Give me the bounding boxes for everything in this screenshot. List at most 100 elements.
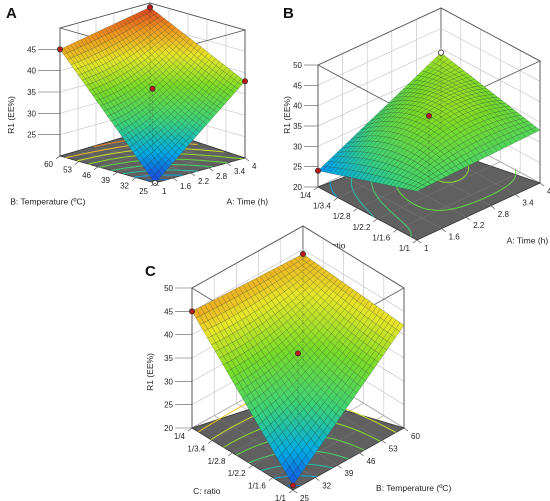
panel-b: 20 25 30 35 40 45 50 R1 (EE%) 1 1.6 2.2 2.8 3.4 4 1/1 1… (282, 5, 550, 253)
contour-line (446, 208, 455, 211)
x-tick (490, 205, 495, 210)
contour-line (332, 192, 336, 196)
contour-line (343, 441, 350, 445)
contour-line (95, 150, 101, 152)
z-tick-label: 40 (164, 331, 173, 340)
contour-line (100, 159, 106, 162)
contour-line (396, 216, 400, 220)
x-axis-title: B: Temperature (ºC) (376, 483, 451, 493)
contour-line (97, 144, 103, 147)
contour-line (374, 193, 378, 197)
contour-line (273, 476, 281, 479)
z-tick-label: 50 (293, 61, 302, 70)
x-tick (190, 172, 196, 177)
contour-line (246, 431, 253, 436)
contour-line (510, 178, 515, 184)
contour-line (219, 431, 225, 435)
design-point (241, 78, 248, 85)
contour-line (349, 443, 352, 446)
contour-line (238, 404, 244, 409)
contour-line (354, 445, 360, 449)
z-tick-label: 30 (164, 377, 173, 386)
contour-line (230, 157, 237, 159)
y-tick-label: 1/2.8 (208, 457, 226, 466)
contour-line (139, 175, 146, 177)
y-tick (353, 207, 358, 212)
contour-line (259, 457, 263, 460)
contour-line (367, 417, 374, 422)
surface-cell (412, 187, 423, 192)
contour-line (333, 438, 339, 441)
x-tick (244, 157, 250, 162)
contour-line (319, 464, 326, 467)
y-tick (313, 186, 319, 191)
contour-line (366, 209, 371, 213)
y-tick-label: 1/2.8 (333, 212, 351, 221)
contour-line (463, 204, 467, 207)
contour-line (110, 147, 114, 150)
contour-line (215, 161, 222, 163)
y-tick (93, 166, 99, 171)
y-tick-label: 1/2.2 (228, 469, 246, 478)
contour-line (376, 196, 380, 200)
contour-line (89, 156, 94, 159)
contour-line (514, 169, 517, 174)
contour-line (259, 443, 263, 446)
contour-line (232, 439, 238, 443)
contour-line (463, 174, 467, 178)
contour-line (429, 209, 437, 211)
contour-line (453, 206, 461, 210)
z-axis-title: R1 (EE%) (145, 353, 155, 391)
contour-line (104, 148, 110, 151)
x-tick (172, 177, 178, 182)
x-tick-label: 3.4 (234, 167, 246, 176)
y-tick (373, 218, 378, 223)
contour-line (108, 164, 113, 167)
z-tick-label: 25 (293, 163, 302, 172)
contour-line (380, 423, 383, 426)
contour-line (389, 210, 394, 215)
contour-line (215, 433, 220, 438)
contour-line (203, 160, 210, 162)
contour-line (214, 150, 221, 153)
contour-line (215, 417, 221, 422)
x-tick (403, 427, 409, 432)
contour-line (270, 466, 274, 469)
contour-line (488, 193, 494, 197)
x-tick (208, 167, 214, 172)
contour-line (109, 158, 115, 161)
contour-line (356, 197, 360, 202)
contour-line (81, 158, 86, 161)
x-axis-title: A: Time (h) (507, 236, 549, 246)
contour-line (115, 168, 121, 171)
contour-line (96, 160, 101, 163)
contour-line (406, 199, 411, 203)
y-tick (208, 440, 213, 444)
contour-line (371, 186, 375, 191)
panel-a: 25 30 35 40 45 R1 (EE%) 1 1.6 2.2 2.8 3.4 4 25 32 39 46… (6, 2, 268, 207)
contour-line (387, 208, 391, 212)
contour-line (498, 188, 504, 192)
contour-line (127, 171, 133, 174)
contour-line (361, 431, 367, 435)
contour-line (261, 468, 268, 472)
x-tick-label: 32 (322, 482, 331, 491)
contour-line (200, 165, 207, 167)
x-tick (154, 182, 160, 187)
contour-line (124, 166, 130, 169)
contour-line (233, 423, 239, 427)
contour-line (88, 162, 93, 165)
contour-line (313, 464, 320, 466)
contour-line (337, 439, 344, 443)
y-tick-label: 1/3.4 (187, 444, 205, 453)
panel-c: 20 25 30 35 40 45 50 R1 (EE%) 25 32 39 46 53 60 1/1 1/1… (145, 225, 451, 501)
contour-line (253, 458, 260, 462)
y-tick-label: 1/1.6 (372, 233, 390, 242)
contour-line (250, 445, 257, 449)
contour-line (472, 200, 479, 204)
x-tick-label: 3.4 (522, 198, 534, 207)
contour-line (114, 157, 119, 160)
x-tick-label: 1 (162, 187, 167, 196)
y-tick-label: 1/1 (399, 244, 411, 253)
